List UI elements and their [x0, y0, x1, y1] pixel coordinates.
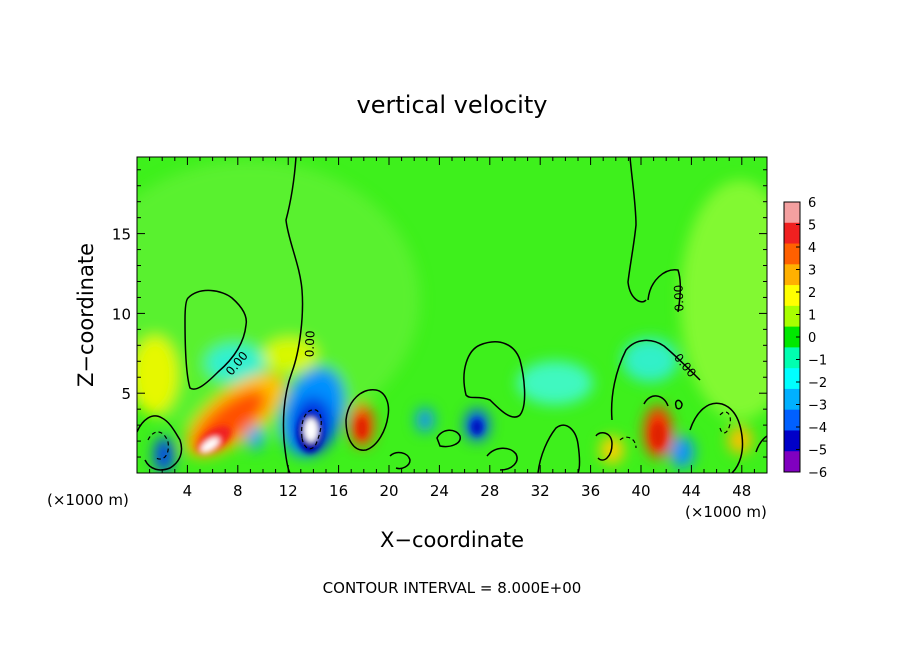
- field-updraft-core: [357, 418, 367, 438]
- field-blobs: [137, 160, 767, 473]
- field-updraft-peak: [200, 437, 220, 453]
- colorbar-label: 3: [808, 264, 816, 279]
- x-tick-label: 20: [379, 482, 398, 500]
- contour-line-dashed: [619, 436, 637, 449]
- contour-line: [436, 429, 461, 448]
- contour-line: [282, 157, 304, 473]
- x-tick-label: 24: [430, 482, 449, 500]
- x-axis-ticks: 4 8 12 16 20 24 28 32 36 40 44 48: [149, 157, 755, 500]
- contour-line: [674, 399, 683, 410]
- colorbar-swatch: [784, 264, 800, 286]
- contour-line: [389, 451, 411, 470]
- contour-line-dashed: [301, 409, 322, 450]
- x-unit-right: (×1000 m): [685, 503, 767, 521]
- contour-line: [627, 157, 647, 303]
- contour-line: [689, 402, 744, 473]
- colorbar-swatch: [784, 202, 800, 224]
- colorbar-swatch: [784, 409, 800, 431]
- colorbar-label: 1: [808, 309, 816, 324]
- field-cyan-region: [622, 338, 678, 382]
- contour-line: [345, 389, 390, 451]
- field-cores: [196, 413, 665, 455]
- colorbar-label: 0: [808, 331, 816, 346]
- field-downdraft-small: [247, 426, 263, 450]
- contour-label: 0.00: [672, 285, 687, 312]
- contour-line-dashed: [147, 431, 169, 460]
- colorbar-label: −5: [808, 444, 827, 459]
- field-light-region: [680, 180, 767, 420]
- field-cyan-region: [517, 361, 593, 405]
- colorbar-swatch: [784, 222, 800, 245]
- contour-line: [647, 269, 682, 313]
- colorbar-label: 6: [808, 196, 816, 211]
- field-downdraft-small: [154, 437, 174, 473]
- contour-label: 0.00: [303, 330, 318, 357]
- x-tick-label: 16: [329, 482, 348, 500]
- x-tick-label: 36: [581, 482, 600, 500]
- field-updraft-core: [651, 422, 665, 448]
- field-yellow-region: [137, 335, 179, 415]
- contour-line: [610, 339, 701, 421]
- field-yellow-region: [262, 337, 318, 373]
- field-cyan-region: [205, 343, 265, 383]
- x-tick-label: 44: [682, 482, 701, 500]
- x-tick-label: 4: [183, 482, 193, 500]
- contour-line: [463, 341, 526, 418]
- y-tick-label: 15: [112, 226, 131, 244]
- contour-interval-note: CONTOUR INTERVAL = 8.000E+00: [323, 579, 582, 597]
- contour-line: [595, 431, 613, 461]
- colorbar-swatch: [784, 305, 800, 328]
- colorbar-swatch: [784, 388, 800, 411]
- plot-area: 0.00 0.00 0.00 0.00: [137, 157, 767, 473]
- colorbar-swatch: [784, 430, 800, 452]
- colorbar-swatch: [784, 285, 800, 307]
- contour-line: [137, 415, 183, 471]
- x-unit-left: (×1000 m): [47, 491, 129, 509]
- field-downdraft-core: [471, 419, 483, 435]
- x-axis-label: X−coordinate: [380, 528, 524, 552]
- colorbar-label: −3: [808, 399, 827, 414]
- field-downdraft-small: [416, 408, 434, 432]
- contour-line: [486, 447, 518, 471]
- x-tick-label: 32: [531, 482, 550, 500]
- colorbar-label: −1: [808, 354, 827, 369]
- colorbar-label: 4: [808, 241, 816, 256]
- colorbar-swatch: [784, 243, 800, 265]
- negative-contours: [147, 409, 731, 460]
- x-tick-label: 28: [480, 482, 499, 500]
- colorbar: 6 5 4 3 2 1 0 −1 −2 −3 −4 −5 −6: [783, 196, 827, 481]
- chart-title: vertical velocity: [357, 91, 548, 119]
- contour-line: [184, 289, 248, 390]
- y-tick-label: 5: [121, 385, 131, 403]
- colorbar-label: −6: [808, 466, 827, 481]
- colorbar-label: −2: [808, 376, 827, 391]
- field-downdraft-peak: [304, 418, 318, 442]
- field-updraft-small: [728, 426, 752, 454]
- colorbar-label: 5: [808, 219, 816, 234]
- x-tick-label: 12: [279, 482, 298, 500]
- y-axis-label: Z−coordinate: [74, 243, 98, 387]
- colorbar-label: −4: [808, 421, 827, 436]
- colorbar-label: 2: [808, 286, 816, 301]
- colorbar-swatch: [784, 368, 800, 390]
- x-tick-label: 8: [233, 482, 243, 500]
- colorbar-swatch: [784, 326, 800, 348]
- x-tick-label: 48: [732, 482, 751, 500]
- contour-line: [643, 395, 669, 407]
- contour-line: [537, 424, 581, 473]
- x-tick-label: 40: [631, 482, 650, 500]
- field-downdraft-small: [670, 436, 694, 468]
- y-axis-ticks: 5 10 15: [112, 169, 767, 458]
- colorbar-swatch: [784, 347, 800, 369]
- colorbar-swatch: [784, 451, 800, 473]
- y-tick-label: 10: [112, 305, 131, 323]
